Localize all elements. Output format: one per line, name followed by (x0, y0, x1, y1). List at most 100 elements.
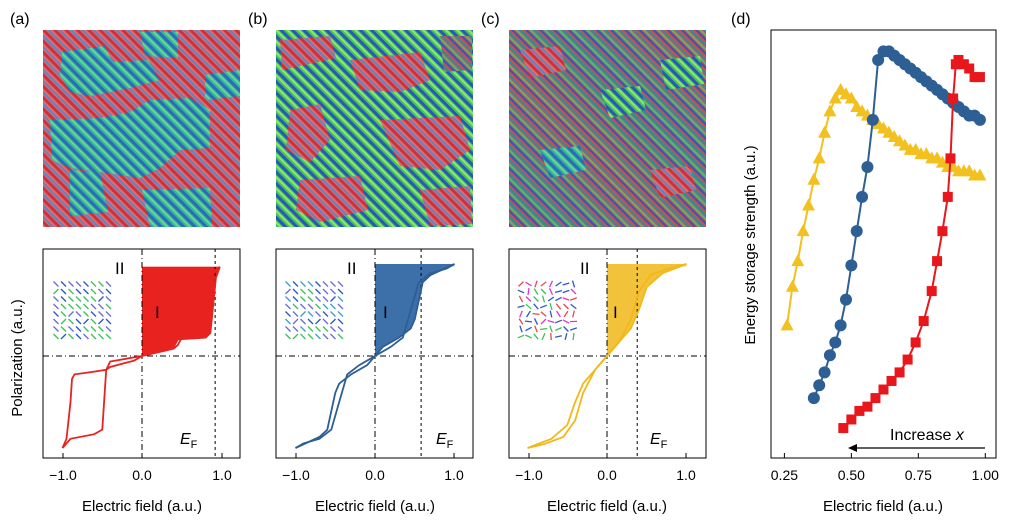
lattice-dipole (83, 333, 89, 340)
lattice-dipole (555, 327, 562, 331)
lattice-dipole (518, 281, 524, 287)
lattice-dipole (292, 311, 299, 317)
lattice-dipole (285, 318, 291, 325)
lattice-dipole (548, 280, 554, 288)
lattice-dipole (556, 310, 561, 318)
data-point-circle (829, 336, 842, 349)
lattice-dipole (315, 296, 321, 302)
lattice-dipole (540, 288, 547, 295)
data-point-square (870, 393, 881, 404)
region-I-label-b: I (383, 303, 388, 322)
data-point-triangle (844, 91, 858, 104)
lattice-dipole (549, 302, 553, 311)
lattice-dipole (60, 288, 67, 295)
lattice-dipole (315, 303, 321, 310)
data-point-square (953, 54, 964, 65)
lattice-dipole (330, 311, 336, 317)
lattice-dipole (83, 311, 89, 317)
lattice-dipole (285, 333, 291, 340)
lattice-dipole (330, 288, 336, 295)
data-point-triangle (791, 254, 805, 267)
data-point-square (862, 401, 873, 412)
lattice-dipole (540, 281, 547, 287)
lattice-dipole (292, 288, 299, 295)
lattice-dipole (105, 303, 112, 310)
panel-label-b: (b) (248, 11, 268, 28)
data-point-circle (845, 259, 858, 272)
domain-image-a (43, 30, 240, 227)
data-point-square (932, 256, 943, 267)
lattice-dipole (90, 326, 97, 332)
lattice-dipole (75, 326, 82, 332)
lattice-dipole (75, 311, 82, 317)
lattice-dipole (98, 303, 104, 310)
lattice-dipole (300, 281, 306, 287)
lattice-dipole (524, 320, 533, 323)
lattice-dipole (307, 303, 314, 310)
lattice-dipole (307, 333, 314, 340)
lattice-dipole (68, 288, 74, 295)
lattice-dipole (285, 303, 291, 310)
lattice-dipole (60, 281, 67, 287)
x-axis-label-a: Electric field (a.u.) (82, 498, 202, 515)
lattice-dipole (562, 297, 570, 301)
x-ticks-b (295, 453, 455, 458)
x-tick-label: −1.0 (49, 467, 77, 483)
lattice-dipole (98, 326, 104, 332)
lattice-dipole (533, 288, 539, 295)
lattice-dipole (572, 332, 575, 341)
lattice-dipole (90, 288, 97, 295)
data-point-triangle (785, 279, 799, 292)
lattice-dipole (300, 333, 306, 340)
hysteresis-panel-a: I II EF −1.0 0.0 1.0 Electric field (a.u… (42, 248, 241, 515)
data-point-triangle (818, 125, 832, 138)
data-point-square (854, 405, 865, 416)
lattice-dipole (550, 332, 552, 341)
ef-label-a: EF (180, 431, 198, 451)
lattice-inset-b (284, 280, 348, 346)
data-point-square (886, 375, 897, 386)
lattice-dipole (68, 303, 74, 310)
loop-curve-a-descending (61, 266, 221, 449)
lattice-dipole (98, 333, 104, 340)
lattice-dipole (547, 319, 555, 324)
x-ticks-d: 0.25 0.50 0.75 1.00 (771, 453, 999, 483)
x-tick-label: 1.0 (212, 467, 232, 483)
lattice-dipole (554, 289, 563, 294)
data-point-circle (850, 225, 863, 238)
x-tick-labels-b: −1.0 0.0 1.0 (282, 467, 464, 483)
region-II-label-c: II (580, 259, 589, 278)
data-point-circle (823, 349, 836, 362)
lattice-dipole (75, 296, 82, 302)
lattice-dipole (562, 319, 570, 324)
domain-image-c (509, 30, 706, 227)
domain-image-b (276, 30, 473, 227)
data-point-square (846, 414, 857, 425)
lattice-dipole (60, 311, 67, 317)
lattice-dipole (337, 318, 344, 325)
lattice-dipole (533, 333, 539, 340)
data-point-triangle (823, 104, 837, 117)
lattice-dipole (337, 281, 344, 287)
loop-curve-b-descending (295, 263, 455, 449)
lattice-dipole (569, 297, 578, 301)
lattice-dipole (83, 296, 89, 302)
lattice-dipole (322, 296, 329, 302)
lattice-dipole (105, 281, 112, 287)
lattice-dipole (549, 310, 553, 318)
lattice-dipole (526, 310, 531, 318)
lattice-dipole (53, 333, 59, 340)
data-point-circle (834, 319, 847, 332)
loop-curve-c-descending (527, 263, 687, 449)
lattice-dipole (292, 303, 299, 310)
lattice-dipole (562, 289, 570, 294)
lattice-dipole (525, 303, 532, 310)
lattice-dipole (68, 318, 74, 325)
lattice-dipole (285, 311, 291, 317)
lattice-dipole (292, 333, 299, 340)
lattice-dipole (517, 334, 525, 339)
data-point-triangle (812, 151, 826, 164)
lattice-dipole (555, 296, 562, 302)
lattice-dipole (330, 333, 336, 340)
